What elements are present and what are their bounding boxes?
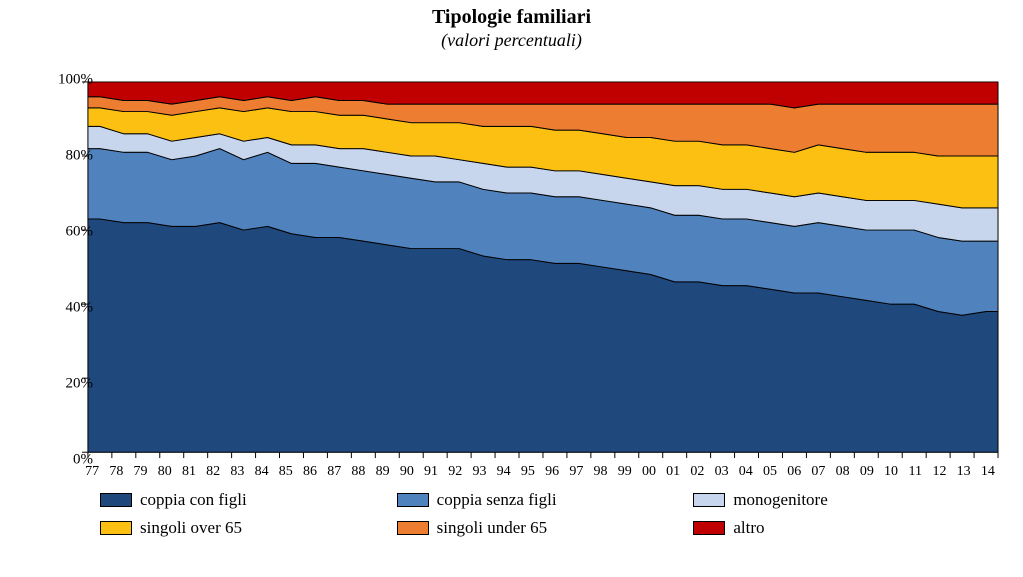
x-axis-label: 82 [206, 464, 220, 480]
legend-label: singoli over 65 [140, 518, 242, 538]
y-axis-label: 80% [33, 148, 93, 165]
x-axis-label: 88 [351, 464, 365, 480]
x-axis-label: 13 [957, 464, 971, 480]
legend-swatch [693, 521, 725, 535]
x-axis-label: 12 [932, 464, 946, 480]
x-axis-label: 00 [642, 464, 656, 480]
y-axis-label: 0% [33, 452, 93, 469]
x-axis-labels: 7778798081828384858687888990919293949596… [80, 462, 1000, 482]
x-axis-label: 95 [521, 464, 535, 480]
x-axis-label: 94 [497, 464, 511, 480]
x-axis-label: 78 [109, 464, 123, 480]
legend-label: coppia con figli [140, 490, 247, 510]
legend-label: singoli under 65 [437, 518, 548, 538]
y-axis-label: 40% [33, 300, 93, 317]
legend-item-singoli_under_65: singoli under 65 [397, 518, 684, 538]
legend-item-altro: altro [693, 518, 980, 538]
legend-swatch [100, 521, 132, 535]
chart-container: { "chart": { "type": "stacked-area", "ti… [0, 0, 1023, 577]
plot-area [80, 80, 1000, 460]
legend: coppia con figli coppia senza figli monoge… [100, 490, 980, 538]
stacked-area-svg [80, 80, 1000, 460]
x-axis-label: 81 [182, 464, 196, 480]
x-axis-label: 92 [448, 464, 462, 480]
legend-item-monogenitore: monogenitore [693, 490, 980, 510]
y-axis-label: 20% [33, 376, 93, 393]
legend-label: altro [733, 518, 764, 538]
chart-title: Tipologie familiari [0, 6, 1023, 29]
legend-swatch [100, 493, 132, 507]
x-axis-label: 79 [134, 464, 148, 480]
x-axis-label: 84 [255, 464, 269, 480]
x-axis-label: 10 [884, 464, 898, 480]
x-axis-label: 99 [618, 464, 632, 480]
x-axis-label: 80 [158, 464, 172, 480]
legend-item-coppia_con_figli: coppia con figli [100, 490, 387, 510]
x-axis-label: 09 [860, 464, 874, 480]
x-axis-label: 90 [400, 464, 414, 480]
x-axis-label: 07 [811, 464, 825, 480]
legend-label: coppia senza figli [437, 490, 557, 510]
x-axis-label: 96 [545, 464, 559, 480]
x-axis-label: 14 [981, 464, 995, 480]
y-axis-label: 60% [33, 224, 93, 241]
x-axis-label: 02 [690, 464, 704, 480]
x-axis-label: 98 [594, 464, 608, 480]
x-axis-label: 83 [230, 464, 244, 480]
x-axis-label: 04 [739, 464, 753, 480]
x-axis-label: 05 [763, 464, 777, 480]
x-axis-label: 03 [715, 464, 729, 480]
x-axis-label: 86 [303, 464, 317, 480]
legend-swatch [397, 493, 429, 507]
x-axis-label: 06 [787, 464, 801, 480]
legend-label: monogenitore [733, 490, 827, 510]
x-axis-label: 01 [666, 464, 680, 480]
x-axis-label: 87 [327, 464, 341, 480]
x-axis-label: 85 [279, 464, 293, 480]
x-axis-label: 11 [909, 464, 922, 480]
legend-item-coppia_senza_figli: coppia senza figli [397, 490, 684, 510]
x-axis-label: 97 [569, 464, 583, 480]
legend-item-singoli_over_65: singoli over 65 [100, 518, 387, 538]
x-axis-label: 08 [836, 464, 850, 480]
chart-subtitle: (valori percentuali) [0, 30, 1023, 51]
legend-swatch [397, 521, 429, 535]
x-axis-label: 89 [376, 464, 390, 480]
x-axis-label: 93 [472, 464, 486, 480]
y-axis-label: 100% [33, 72, 93, 89]
x-axis-label: 91 [424, 464, 438, 480]
legend-swatch [693, 493, 725, 507]
